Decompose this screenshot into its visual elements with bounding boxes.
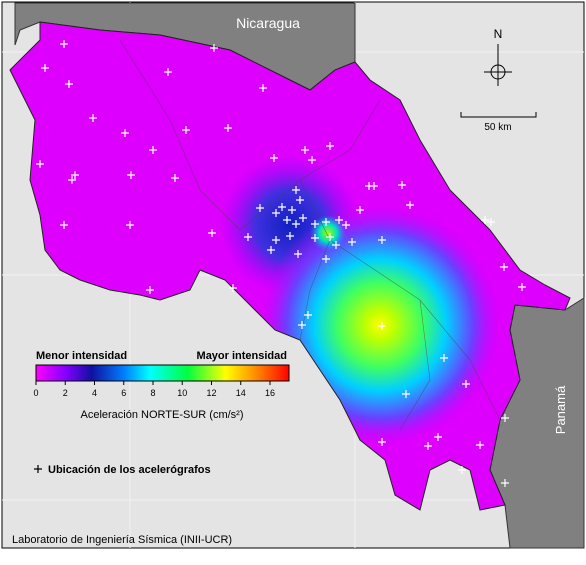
station-marker bbox=[440, 354, 448, 362]
colorbar-tick-label: 0 bbox=[33, 388, 38, 398]
station-marker bbox=[182, 126, 190, 134]
station-marker bbox=[378, 322, 386, 330]
scale-bar: 50 km bbox=[460, 112, 537, 133]
station-marker bbox=[500, 263, 508, 271]
station-marker bbox=[89, 114, 97, 122]
colorbar-tick-label: 2 bbox=[63, 388, 68, 398]
stations bbox=[36, 40, 526, 487]
legend: Ubicación de los acelerógrafos bbox=[34, 464, 211, 476]
station-marker bbox=[424, 442, 432, 450]
station-marker bbox=[356, 206, 364, 214]
station-marker bbox=[68, 176, 76, 184]
station-marker bbox=[292, 186, 300, 194]
station-marker bbox=[326, 142, 334, 150]
station-marker bbox=[126, 221, 134, 229]
station-marker bbox=[348, 238, 356, 246]
station-marker bbox=[164, 68, 172, 76]
station-marker bbox=[224, 124, 232, 132]
colorbar-tick-label: 12 bbox=[206, 388, 216, 398]
station-marker bbox=[481, 216, 489, 224]
station-marker bbox=[244, 233, 252, 241]
station-marker bbox=[311, 234, 319, 242]
station-marker bbox=[434, 433, 442, 441]
colorbar-tick-label: 14 bbox=[236, 388, 246, 398]
north-label: N bbox=[494, 27, 503, 41]
station-marker bbox=[127, 171, 135, 179]
station-marker bbox=[402, 390, 410, 398]
station-marker bbox=[476, 441, 484, 449]
station-marker bbox=[288, 206, 296, 214]
north-arrow: N bbox=[484, 27, 512, 86]
station-marker bbox=[272, 209, 280, 217]
station-marker bbox=[60, 221, 68, 229]
station-marker bbox=[398, 181, 406, 189]
station-marker bbox=[272, 236, 280, 244]
station-marker bbox=[501, 414, 509, 422]
colorbar-tick-label: 16 bbox=[265, 388, 275, 398]
station-marker bbox=[146, 286, 154, 294]
colorbar-title: Aceleración NORTE-SUR (cm/s²) bbox=[81, 409, 244, 421]
station-marker bbox=[210, 44, 218, 52]
station-marker bbox=[378, 438, 386, 446]
station-marker bbox=[36, 160, 44, 168]
colorbar-tick-label: 4 bbox=[92, 388, 97, 398]
station-marker bbox=[311, 220, 319, 228]
station-marker bbox=[296, 196, 304, 204]
station-marker bbox=[60, 40, 68, 48]
station-marker bbox=[71, 171, 79, 179]
country-label: Nicaragua bbox=[236, 15, 300, 31]
station-marker bbox=[171, 174, 179, 182]
station-marker bbox=[121, 129, 129, 137]
station-marker bbox=[370, 182, 378, 190]
station-marker bbox=[208, 229, 216, 237]
station-marker bbox=[283, 216, 291, 224]
station-marker bbox=[41, 64, 49, 72]
station-marker bbox=[458, 466, 466, 474]
station-marker bbox=[149, 146, 157, 154]
colorbar-tick-label: 8 bbox=[150, 388, 155, 398]
province-borders bbox=[119, 39, 501, 431]
station-marker bbox=[256, 204, 264, 212]
station-marker bbox=[462, 380, 470, 388]
station-marker bbox=[501, 479, 509, 487]
station-marker bbox=[406, 201, 414, 209]
station-marker bbox=[301, 146, 309, 154]
station-marker bbox=[298, 321, 306, 329]
station-marker bbox=[487, 218, 495, 226]
station-marker bbox=[292, 220, 300, 228]
country-label: Panamá bbox=[553, 385, 568, 434]
station-marker bbox=[267, 246, 275, 254]
colorbar: Menor intensidad Mayor intensidad Aceler… bbox=[33, 350, 290, 421]
station-marker bbox=[259, 84, 267, 92]
station-marker bbox=[65, 80, 73, 88]
station-marker bbox=[342, 221, 350, 229]
station-marker bbox=[332, 241, 340, 249]
costa-rica-outline bbox=[9, 21, 571, 511]
station-marker bbox=[286, 232, 294, 240]
station-marker bbox=[270, 154, 278, 162]
station-marker bbox=[294, 250, 302, 258]
station-marker bbox=[278, 203, 286, 211]
colorbar-high-label: Mayor intensidad bbox=[197, 350, 287, 362]
station-marker bbox=[304, 311, 312, 319]
station-marker bbox=[326, 233, 334, 241]
station-marker bbox=[322, 218, 330, 226]
station-marker bbox=[308, 156, 316, 164]
station-marker bbox=[335, 216, 343, 224]
legend-label: Ubicación de los acelerógrafos bbox=[48, 464, 211, 476]
station-marker bbox=[299, 214, 307, 222]
colorbar-tick-label: 10 bbox=[177, 388, 187, 398]
scale-label: 50 km bbox=[484, 122, 511, 133]
station-marker bbox=[378, 236, 386, 244]
station-marker bbox=[322, 255, 330, 263]
colorbar-ramp bbox=[35, 364, 290, 382]
station-marker bbox=[518, 283, 526, 291]
station-marker bbox=[229, 284, 237, 292]
colorbar-tick-label: 6 bbox=[121, 388, 126, 398]
colorbar-low-label: Menor intensidad bbox=[36, 350, 127, 362]
credit: Laboratorio de Ingeniería Sísmica (INII-… bbox=[12, 534, 232, 546]
